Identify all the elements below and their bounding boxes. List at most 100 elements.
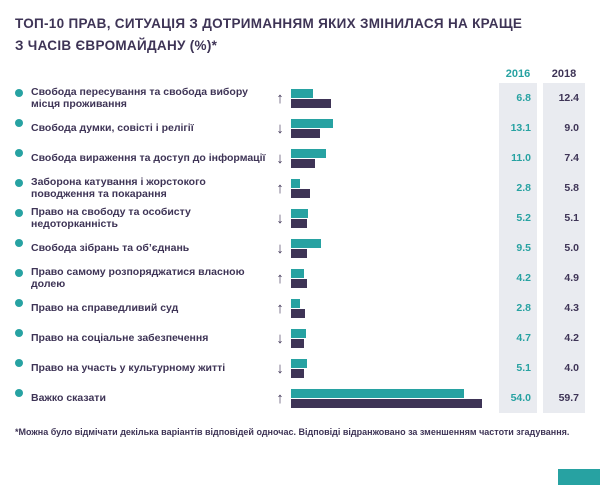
row-label: Заборона катування і жорстокого поводжен… [31, 175, 206, 201]
bullet-icon [15, 89, 23, 98]
bar-2016 [291, 178, 300, 188]
bar-2018 [291, 248, 307, 258]
bar-group [291, 118, 499, 138]
bar-group [291, 388, 499, 408]
chart-rows: Свобода пересування та свобода вибору мі… [15, 83, 585, 414]
footnote: *Можна було відмічати декілька варіантів… [15, 427, 570, 438]
bar-2016 [291, 88, 313, 98]
chart-row: Право на справедливий суд ↑ 2.8 4.3 [15, 293, 585, 323]
bullet-icon [15, 149, 23, 158]
value-2018: 4.2 [564, 332, 579, 345]
value-2016: 9.5 [516, 242, 531, 255]
arrow-down-icon: ↓ [276, 239, 284, 257]
bar-group [291, 148, 499, 168]
value-2016: 11.0 [511, 152, 531, 165]
row-label: Свобода вираження та доступ до інформаці… [31, 151, 266, 164]
chart-row: Свобода зібрань та об’єднань ↓ 9.5 5.0 [15, 233, 585, 263]
bar-2018 [291, 308, 305, 318]
bar-2016 [291, 268, 305, 278]
row-label: Свобода пересування та свобода вибору мі… [31, 85, 248, 111]
value-2016: 6.8 [516, 92, 531, 105]
bullet-icon [15, 329, 23, 338]
bullet-icon [15, 239, 23, 248]
value-2016: 4.7 [516, 332, 531, 345]
arrow-down-icon: ↓ [276, 119, 284, 137]
header-2018: 2018 [551, 68, 577, 81]
chart-row: Важко сказати ↑ 54.0 59.7 [15, 383, 585, 413]
bullet-icon [15, 209, 23, 218]
value-2016: 2.8 [516, 302, 531, 315]
bullet-icon [15, 119, 23, 128]
chart-row: Свобода думки, совісті і релігії ↓ 13.1 9.0 [15, 113, 585, 143]
row-label: Право самому розпоряджатися власною доле… [31, 265, 245, 291]
chart-title-line1: ТОП-10 ПРАВ, СИТУАЦІЯ З ДОТРИМАННЯМ ЯКИХ… [15, 16, 523, 31]
bullet-icon [15, 359, 23, 368]
bar-2016 [291, 358, 308, 368]
bar-2018 [291, 188, 310, 198]
value-2016: 54.0 [510, 392, 531, 405]
arrow-down-icon: ↓ [276, 329, 284, 347]
corner-accent [558, 469, 600, 485]
value-2018: 59.7 [558, 392, 579, 405]
bar-2018 [291, 218, 308, 228]
chart-row: Право самому розпоряджатися власною доле… [15, 263, 585, 293]
bar-2018 [291, 368, 304, 378]
row-label: Свобода думки, совісті і релігії [31, 121, 194, 134]
bar-2016 [291, 298, 300, 308]
chart-row: Заборона катування і жорстокого поводжен… [15, 173, 585, 203]
bullet-icon [15, 389, 23, 398]
bar-group [291, 238, 499, 258]
bar-2016 [291, 328, 307, 338]
bar-group [291, 268, 499, 288]
value-2016: 4.2 [516, 272, 531, 285]
bullet-icon [15, 179, 23, 188]
chart-row: Свобода пересування та свобода вибору мі… [15, 83, 585, 113]
bar-2016 [291, 118, 333, 128]
value-2016: 13.1 [510, 122, 531, 135]
bar-group [291, 358, 499, 378]
bar-2016 [291, 388, 464, 398]
chart-row: Право на свободу та особисту недоторканн… [15, 203, 585, 233]
bullet-icon [15, 269, 23, 278]
value-band-2016 [499, 83, 537, 414]
row-label: Важко сказати [31, 391, 106, 404]
row-label: Право на справедливий суд [31, 301, 179, 314]
chart-row: Свобода вираження та доступ до інформаці… [15, 143, 585, 173]
arrow-up-icon: ↑ [276, 89, 284, 107]
value-2018: 9.0 [564, 122, 579, 135]
bar-2016 [291, 208, 308, 218]
bar-group [291, 208, 499, 228]
column-headers: 2016 2018 [15, 68, 585, 80]
value-band-2018 [543, 83, 585, 414]
arrow-down-icon: ↓ [276, 209, 284, 227]
value-2018: 4.3 [564, 302, 579, 315]
arrow-up-icon: ↑ [276, 299, 284, 317]
bar-2016 [291, 238, 322, 248]
bar-2016 [291, 148, 327, 158]
value-2018: 12.4 [558, 92, 579, 105]
bar-group [291, 178, 499, 198]
chart-row: Право на соціальне забезпечення ↓ 4.7 4.2 [15, 323, 585, 353]
value-2018: 5.8 [564, 182, 579, 195]
arrow-up-icon: ↑ [276, 269, 284, 287]
row-label: Свобода зібрань та об’єднань [31, 241, 190, 254]
bar-2018 [291, 158, 315, 168]
bullet-icon [15, 299, 23, 308]
bar-group [291, 298, 499, 318]
value-2018: 5.0 [564, 242, 579, 255]
value-2018: 4.9 [564, 272, 579, 285]
chart-row: Право на участь у культурному житті ↓ 5.1 4… [15, 353, 585, 383]
bar-2018 [291, 128, 320, 138]
bar-2018 [291, 278, 307, 288]
row-label: Право на участь у культурному житті [31, 361, 226, 374]
value-2016: 5.2 [516, 212, 531, 225]
arrow-up-icon: ↑ [276, 179, 284, 197]
value-2018: 4.0 [564, 362, 579, 375]
value-2016: 5.1 [516, 362, 531, 375]
bar-2018 [291, 338, 305, 348]
bar-group [291, 328, 499, 348]
bar-2018 [291, 98, 331, 108]
chart-title-line2: З ЧАСІВ ЄВРОМАЙДАНУ (%)* [15, 37, 218, 53]
bar-2018 [291, 398, 483, 408]
